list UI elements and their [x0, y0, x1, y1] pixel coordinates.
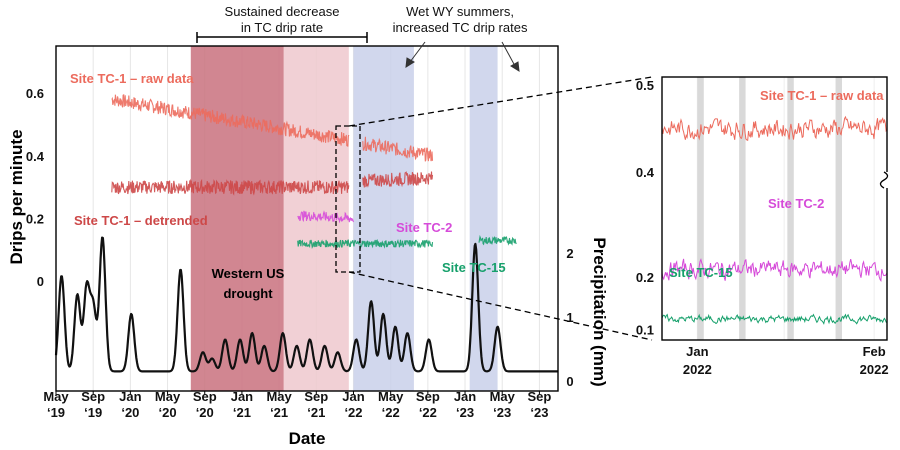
- x-tick-label-year: ‘21: [270, 405, 288, 420]
- label-tc2: Site TC-2: [396, 220, 452, 235]
- inset-label-tc2: Site TC-2: [768, 196, 824, 211]
- y2-tick-label: 2: [566, 246, 573, 261]
- series-0-segment-1: [362, 136, 434, 162]
- series-0-segment-0: [111, 94, 350, 147]
- x-tick-label-year: ‘20: [159, 405, 177, 420]
- label-tc15: Site TC-15: [442, 260, 506, 275]
- y-tick-label: 0.6: [26, 86, 44, 101]
- inset-x-tick-month: Feb: [863, 344, 886, 359]
- x-tick-label-year: ‘23: [493, 405, 511, 420]
- inset-y-tick-lower: 0.1: [636, 323, 654, 338]
- x-tick-label-month: Jan: [342, 389, 364, 404]
- inset-line-tc15: [661, 313, 888, 325]
- x-axis-title: Date: [289, 429, 326, 448]
- inset-axes: Jan 2022 Feb 2022 0.5 0.4 0.2 0.1: [636, 78, 889, 377]
- series-1-segment-0: [111, 178, 350, 196]
- main-plot-axes: May‘19Sep‘19Jan‘20May‘20Sep‘20Jan‘21May‘…: [26, 86, 574, 420]
- zoom-connector-top: [348, 76, 653, 127]
- main-plot-frame: [55, 45, 559, 392]
- x-tick-label-year: ‘21: [307, 405, 325, 420]
- drought-bracket-text-line2: in TC drip rate: [241, 20, 323, 35]
- x-tick-label-year: ‘23: [530, 405, 548, 420]
- x-tick-label-year: ‘20: [196, 405, 214, 420]
- main-plot-background: [55, 46, 540, 391]
- shaded-region-drought-strong: [190, 46, 284, 391]
- x-tick-label-month: Jan: [231, 389, 253, 404]
- x-tick-label-year: ‘21: [233, 405, 251, 420]
- series-3-segment-0: [297, 238, 434, 250]
- precipitation-line: [54, 236, 559, 373]
- x-tick-label-year: ‘20: [121, 405, 139, 420]
- x-tick-label-month: May: [378, 389, 404, 404]
- x-tick-label-month: Sep: [304, 389, 328, 404]
- inset-grey-band: [739, 77, 746, 340]
- x-tick-label-month: May: [43, 389, 69, 404]
- series-2-segment-0: [297, 210, 355, 224]
- y-tick-label: 0: [37, 274, 44, 289]
- y-tick-label: 0.2: [26, 212, 44, 227]
- x-tick-label-month: Sep: [416, 389, 440, 404]
- y-axis-title: Drips per minute: [7, 129, 26, 264]
- inset-grey-band: [787, 77, 794, 340]
- drought-bracket-text-line1: Sustained decrease: [225, 4, 340, 19]
- inset-background: [696, 77, 875, 340]
- zoom-connector-bottom: [348, 271, 653, 341]
- inset-x-tick-year: 2022: [860, 362, 889, 377]
- inset-x-tick-month: Jan: [686, 344, 708, 359]
- x-tick-label-year: ‘22: [344, 405, 362, 420]
- shaded-region-wet-2022: [353, 46, 414, 391]
- inset-y-tick-lower: 0.2: [636, 270, 654, 285]
- inset-series: [661, 115, 888, 325]
- x-tick-label-year: ‘19: [84, 405, 102, 420]
- drought-label-line1: Western US: [212, 266, 285, 281]
- y2-tick-label: 0: [566, 374, 573, 389]
- inset-line-tc2: [661, 258, 888, 282]
- x-tick-label-year: ‘22: [419, 405, 437, 420]
- x-tick-label-month: Jan: [454, 389, 476, 404]
- inset-label-tc1-raw: Site TC-1 – raw data: [760, 88, 884, 103]
- y2-tick-label: 1: [566, 310, 573, 325]
- label-tc1-raw: Site TC-1 – raw data: [70, 71, 194, 86]
- inset-axis-break: [879, 171, 894, 189]
- y2-axis-title: Precipitation (mm): [590, 237, 609, 386]
- drought-label-line2: drought: [223, 286, 273, 301]
- inset-frame: [661, 76, 888, 341]
- label-tc1-detrended: Site TC-1 – detrended: [74, 213, 208, 228]
- main-plot-series: [54, 94, 559, 373]
- zoom-box: [335, 125, 361, 273]
- wet-text-line2: increased TC drip rates: [393, 20, 528, 35]
- inset-line-tc1-raw: [661, 115, 888, 141]
- x-tick-label-month: Sep: [527, 389, 551, 404]
- inset-grey-band: [835, 77, 842, 340]
- wet-arrows: [405, 41, 520, 72]
- x-tick-label-month: Sep: [81, 389, 105, 404]
- x-tick-label-month: May: [266, 389, 292, 404]
- x-tick-label-month: May: [490, 389, 516, 404]
- x-tick-label-year: ‘19: [47, 405, 65, 420]
- x-tick-label-month: Sep: [193, 389, 217, 404]
- x-tick-label-year: ‘23: [456, 405, 474, 420]
- inset-y-tick-upper: 0.5: [636, 78, 654, 93]
- x-tick-label-year: ‘22: [382, 405, 400, 420]
- shaded-region-wet-2023: [469, 46, 498, 391]
- x-tick-label-month: May: [155, 389, 181, 404]
- x-tick-label-month: Jan: [119, 389, 141, 404]
- inset-label-tc15: Site TC-15: [669, 265, 733, 280]
- inset-grey-band: [697, 77, 704, 340]
- series-3-segment-1: [478, 234, 517, 246]
- wet-text-line1: Wet WY summers,: [406, 4, 514, 19]
- series-1-segment-1: [362, 171, 434, 188]
- inset-x-tick-year: 2022: [683, 362, 712, 377]
- inset-y-tick-upper: 0.4: [636, 165, 655, 180]
- y-tick-label: 0.4: [26, 149, 45, 164]
- drought-bracket: [196, 32, 368, 43]
